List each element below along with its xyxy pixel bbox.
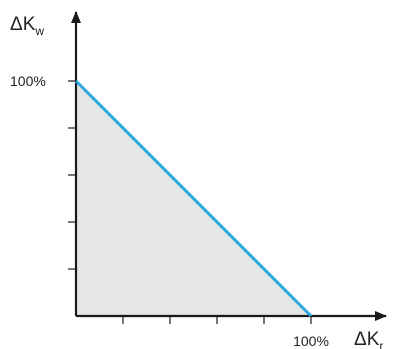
y-axis-label-main: ΔK	[10, 14, 36, 35]
y-tick-label: 100%	[10, 73, 46, 89]
x-tick-label: 100%	[293, 333, 329, 349]
y-axis-ticks	[68, 80, 76, 270]
x-tick-labels: 100%	[293, 333, 329, 349]
series-line	[74, 79, 313, 318]
x-axis-ticks	[122, 316, 312, 324]
x-axis-label-sub: r	[379, 339, 383, 349]
y-axis-label-sub: w	[34, 24, 44, 38]
y-tick-labels: 100%	[10, 73, 46, 89]
x-axis-label: ΔKr	[354, 329, 383, 349]
x-axis-label-main: ΔK	[354, 329, 380, 349]
y-axis-label: ΔKw	[10, 14, 44, 38]
